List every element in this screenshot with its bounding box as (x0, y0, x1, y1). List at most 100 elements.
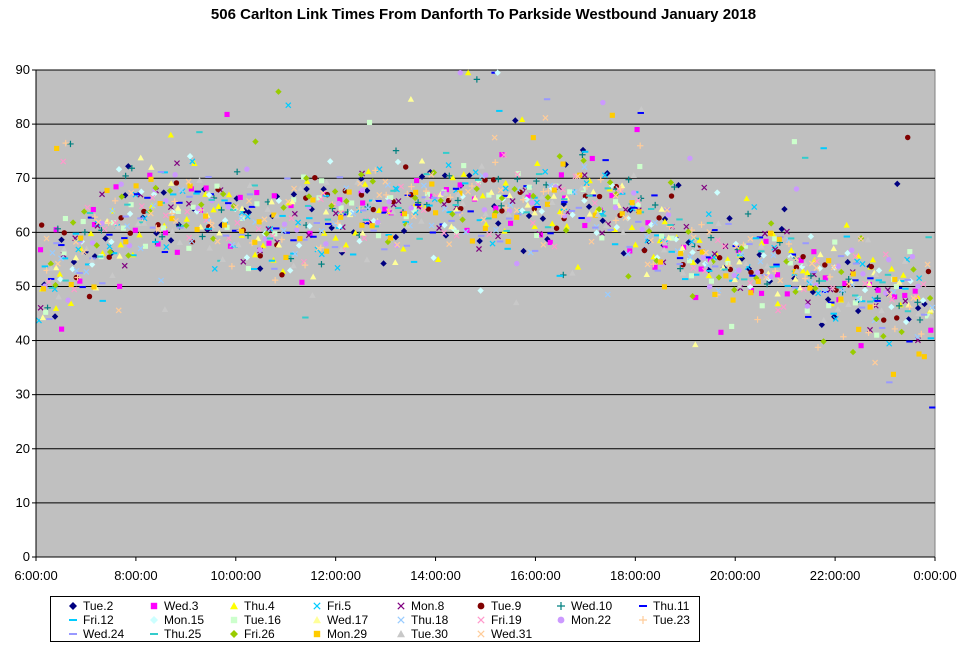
data-point (553, 225, 560, 231)
data-point (507, 202, 514, 209)
data-point (758, 290, 765, 296)
data-point (589, 155, 595, 162)
data-point (578, 217, 585, 220)
legend-item: Wed.17 (309, 613, 368, 627)
data-point (683, 223, 690, 230)
data-point (441, 172, 449, 179)
data-point (544, 194, 552, 201)
data-point (295, 219, 302, 226)
data-point (323, 179, 330, 185)
data-point (323, 241, 329, 247)
data-point (493, 205, 499, 211)
data-point (878, 326, 886, 329)
legend-label: Mon.22 (571, 613, 612, 627)
data-point (315, 245, 322, 252)
data-point (807, 279, 814, 286)
data-point (836, 286, 843, 289)
data-point (418, 218, 425, 224)
data-point (37, 304, 44, 311)
data-point (626, 245, 633, 248)
data-point (599, 235, 605, 241)
data-point (239, 228, 245, 234)
data-point (784, 284, 791, 287)
data-point (849, 348, 857, 356)
data-point (338, 246, 345, 253)
data-point (318, 251, 325, 258)
data-point (867, 300, 874, 303)
data-point (128, 165, 136, 172)
data-point (915, 310, 922, 317)
data-point (763, 280, 771, 288)
data-point (775, 249, 782, 255)
legend-marker-icon (393, 614, 409, 626)
legend-item: Tue.30 (393, 627, 448, 641)
data-point (281, 221, 288, 227)
data-point (232, 204, 239, 211)
data-point (469, 238, 475, 244)
data-point (856, 295, 862, 302)
data-point (320, 190, 327, 197)
data-point (523, 211, 530, 214)
data-point (155, 241, 161, 247)
data-point (865, 280, 873, 287)
data-point (328, 202, 335, 210)
data-point (916, 351, 922, 357)
data-point (881, 317, 887, 323)
data-point (441, 221, 448, 229)
data-point (612, 192, 619, 199)
data-point (910, 295, 917, 302)
data-point (280, 204, 287, 211)
data-point (183, 215, 190, 222)
data-point (648, 221, 655, 228)
data-point (301, 238, 308, 241)
data-point (418, 173, 426, 180)
data-point (776, 236, 782, 242)
data-point (403, 214, 409, 220)
data-point (428, 222, 435, 229)
legend-label: Wed.3 (164, 599, 199, 613)
data-point (858, 300, 866, 303)
data-point (592, 226, 599, 229)
data-point (133, 183, 139, 189)
data-point (738, 251, 745, 258)
data-point (630, 172, 637, 178)
data-point (53, 227, 59, 233)
data-point (893, 283, 899, 290)
data-point (224, 111, 230, 118)
data-point (770, 252, 777, 259)
data-point (918, 330, 925, 338)
data-point (748, 290, 754, 296)
data-point (244, 232, 252, 239)
data-point (813, 258, 820, 265)
data-point (454, 211, 462, 214)
legend-marker-icon (553, 614, 569, 626)
data-point (761, 230, 768, 237)
legend-marker (230, 602, 238, 610)
data-point (801, 260, 809, 267)
data-point (561, 213, 568, 219)
data-point (690, 265, 697, 272)
data-point (924, 261, 931, 268)
data-point (855, 295, 862, 302)
x-tick-label: 14:00:00 (410, 568, 461, 583)
data-point (822, 287, 829, 294)
data-point (158, 233, 166, 240)
data-point (295, 242, 303, 249)
data-point (906, 340, 913, 343)
data-point (916, 316, 924, 324)
data-point (189, 158, 196, 165)
data-point (346, 189, 352, 195)
data-point (756, 251, 763, 258)
data-point (858, 343, 864, 349)
data-point (833, 287, 839, 293)
data-points (35, 69, 936, 409)
data-point (205, 227, 212, 230)
data-point (54, 260, 61, 267)
legend-marker-icon (473, 614, 489, 626)
data-point (612, 191, 620, 198)
data-point (724, 256, 731, 262)
data-point (661, 284, 668, 290)
data-point (302, 316, 309, 319)
data-point (701, 184, 708, 191)
data-point (338, 214, 344, 220)
